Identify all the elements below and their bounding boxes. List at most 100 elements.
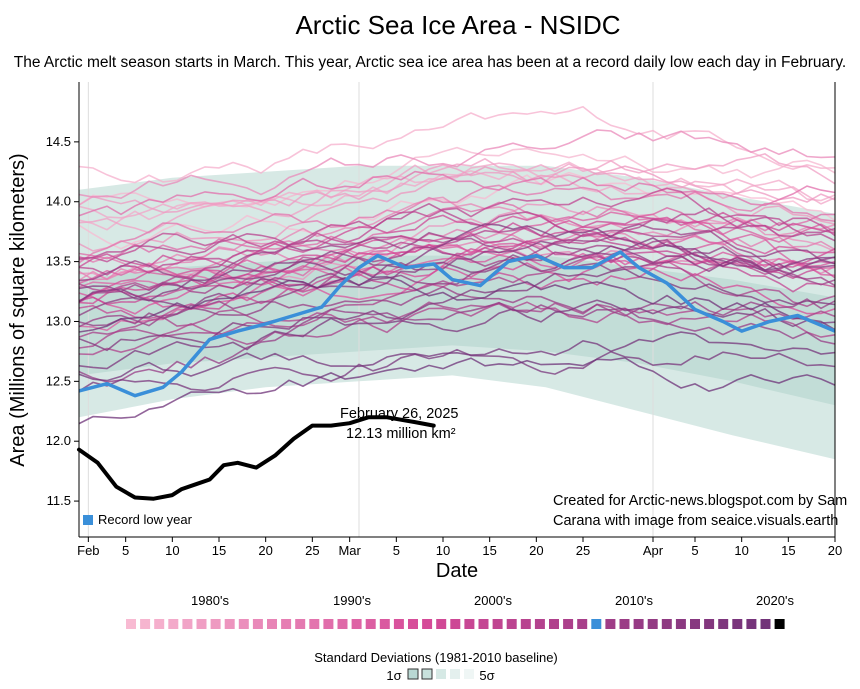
year-swatch bbox=[534, 619, 545, 629]
year-line bbox=[79, 170, 835, 217]
year-swatch bbox=[337, 619, 348, 629]
year-swatch bbox=[281, 619, 292, 629]
year-swatch bbox=[408, 619, 418, 629]
year-swatch bbox=[760, 619, 771, 629]
x-tick-label: 20 bbox=[828, 543, 842, 558]
std-dev-legend: Standard Deviations (1981-2010 baseline)… bbox=[314, 650, 558, 683]
decade-legend: 1980's 1990's 2000's 2010's 2020's bbox=[126, 593, 794, 629]
x-axis-title: Date bbox=[436, 560, 478, 582]
decade-label-1980s: 1980's bbox=[191, 593, 229, 608]
x-tick-label: 20 bbox=[258, 543, 272, 558]
year-swatch bbox=[422, 619, 433, 629]
year-swatch bbox=[506, 619, 517, 629]
current-year-line bbox=[77, 415, 436, 501]
year-swatch bbox=[520, 619, 531, 629]
year-swatch bbox=[267, 619, 277, 629]
x-tick-label: 15 bbox=[482, 543, 496, 558]
year-line bbox=[79, 153, 835, 234]
std-dev-swatch-3 bbox=[436, 669, 446, 679]
year-line bbox=[79, 240, 835, 320]
year-line bbox=[79, 331, 835, 382]
year-line bbox=[79, 234, 835, 289]
std-dev-high-label: 5σ bbox=[479, 668, 494, 683]
std-dev-swatch-1 bbox=[407, 668, 419, 680]
year-swatch bbox=[182, 619, 193, 629]
year-line bbox=[79, 258, 835, 315]
y-tick-label: 14.5 bbox=[46, 134, 71, 149]
std-dev-swatch-5 bbox=[464, 669, 474, 679]
year-line bbox=[79, 285, 835, 328]
year-swatch bbox=[478, 619, 489, 629]
year-swatch bbox=[379, 619, 390, 629]
record-legend-label: Record low year bbox=[98, 512, 193, 527]
year-swatch bbox=[647, 619, 658, 629]
current-value-amount: 12.13 million km² bbox=[346, 426, 456, 442]
decade-label-2000s: 2000's bbox=[474, 593, 512, 608]
x-tick-label: 10 bbox=[734, 543, 748, 558]
year-swatch bbox=[365, 619, 376, 629]
x-tick-label: 25 bbox=[305, 543, 319, 558]
year-swatch bbox=[168, 619, 179, 629]
year-swatch bbox=[309, 619, 320, 629]
chart-title: Arctic Sea Ice Area - NSIDC bbox=[295, 10, 620, 40]
year-line bbox=[79, 238, 835, 303]
x-tick-label: 5 bbox=[691, 543, 698, 558]
std-dev-low-label: 1σ bbox=[386, 668, 401, 683]
decade-label-2010s: 2010's bbox=[615, 593, 653, 608]
year-line bbox=[79, 240, 835, 317]
year-swatch bbox=[323, 619, 334, 629]
year-swatch bbox=[619, 619, 630, 629]
year-line bbox=[79, 275, 835, 333]
year-line bbox=[79, 232, 835, 276]
plot-area bbox=[77, 82, 836, 538]
x-tick-label: 15 bbox=[212, 543, 226, 558]
year-color-swatches bbox=[126, 619, 785, 629]
year-line bbox=[79, 356, 835, 425]
year-swatch bbox=[563, 619, 574, 629]
year-swatch bbox=[732, 619, 743, 629]
x-ticks: Feb 5 10 15 20 25 Mar 5 10 15 20 25 Apr 5 10 15 20 bbox=[77, 537, 842, 558]
year-line bbox=[79, 162, 835, 219]
y-ticks: 11.5 12.0 12.5 13.0 13.5 14.0 14.5 bbox=[46, 134, 79, 508]
year-swatch bbox=[675, 619, 686, 629]
year-swatch bbox=[436, 619, 447, 629]
year-swatch bbox=[718, 619, 729, 629]
year-swatch bbox=[690, 619, 700, 629]
credit-line-2: Carana with image from seaice.visuals.ea… bbox=[553, 513, 838, 529]
x-tick-label: Feb bbox=[77, 543, 99, 558]
x-tick-label: 5 bbox=[393, 543, 400, 558]
y-tick-label: 13.0 bbox=[46, 313, 71, 328]
year-swatch bbox=[252, 619, 263, 629]
x-tick-label: 10 bbox=[436, 543, 450, 558]
year-swatch bbox=[126, 619, 136, 629]
y-axis-title: Area (Millions of square kilometers) bbox=[7, 153, 29, 466]
x-tick-label: Mar bbox=[338, 543, 361, 558]
decade-label-1990s: 1990's bbox=[333, 593, 371, 608]
year-swatch bbox=[450, 619, 461, 629]
x-tick-label: 5 bbox=[122, 543, 129, 558]
current-value-date: February 26, 2025 bbox=[340, 406, 459, 422]
year-line bbox=[79, 171, 835, 250]
year-line bbox=[79, 224, 835, 293]
year-line bbox=[79, 163, 835, 214]
year-swatch bbox=[140, 619, 151, 629]
year-swatch bbox=[210, 619, 221, 629]
std-dev-swatch-2 bbox=[421, 668, 433, 680]
y-tick-label: 14.0 bbox=[46, 194, 71, 209]
record-low-year-path bbox=[79, 250, 835, 398]
x-tick-label: Apr bbox=[643, 543, 664, 558]
chart-subtitle: The Arctic melt season starts in March. … bbox=[14, 54, 847, 71]
x-tick-label: 20 bbox=[529, 543, 543, 558]
y-tick-label: 13.5 bbox=[46, 254, 71, 269]
year-swatch bbox=[464, 619, 475, 629]
year-swatch bbox=[393, 619, 404, 629]
year-line bbox=[79, 245, 835, 327]
year-swatch bbox=[295, 619, 306, 629]
current-year-path bbox=[77, 415, 436, 501]
band-1-sigma bbox=[79, 255, 835, 406]
year-line bbox=[79, 129, 835, 200]
year-swatch bbox=[591, 619, 602, 629]
year-swatch bbox=[224, 619, 235, 629]
record-low-year-line bbox=[79, 250, 835, 398]
